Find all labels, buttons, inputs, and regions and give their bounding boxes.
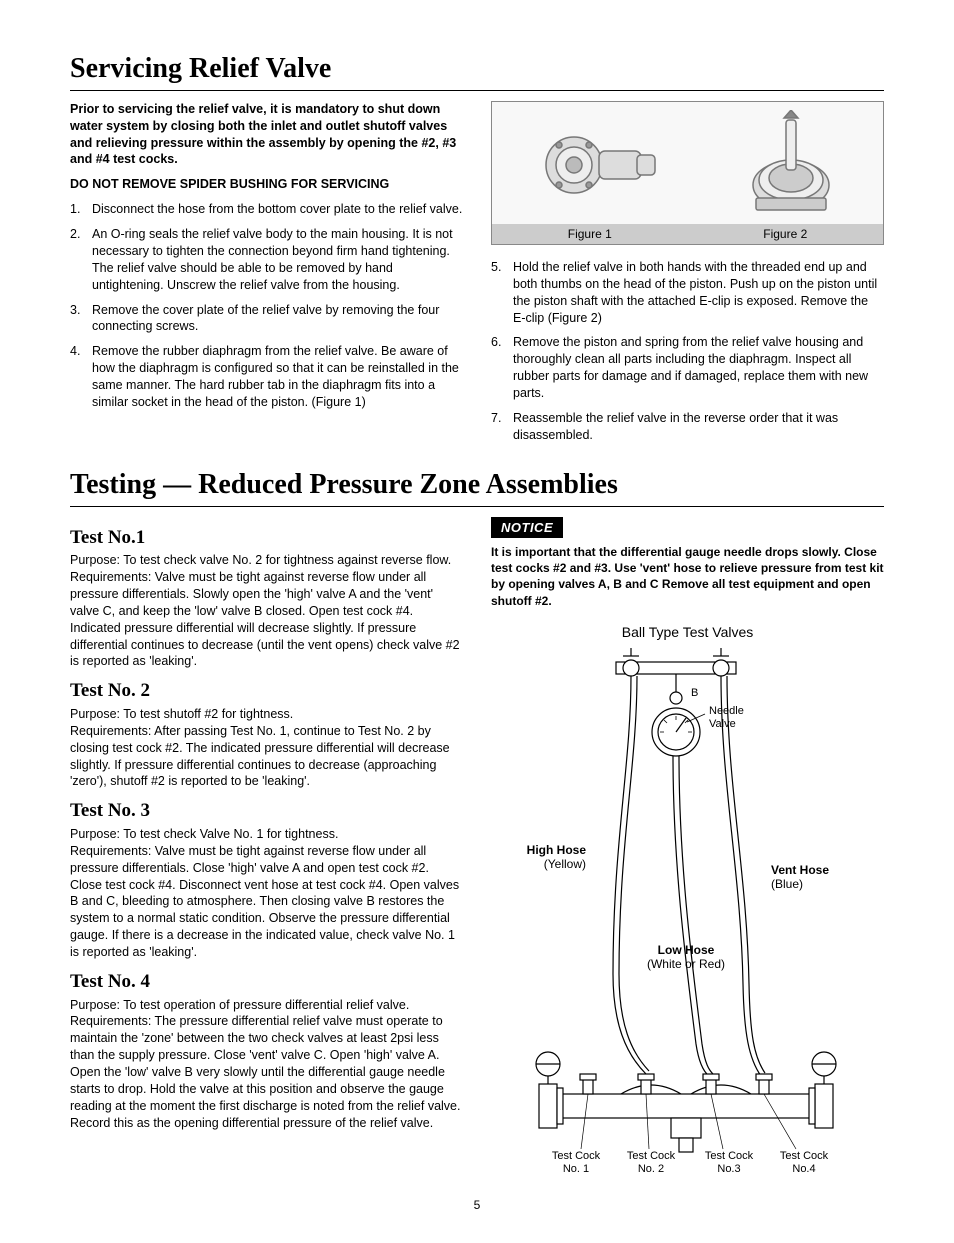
- section1-title: Servicing Relief Valve: [70, 50, 884, 91]
- section1-intro: Prior to servicing the relief valve, it …: [70, 101, 463, 169]
- diagram-label-b: B: [691, 687, 698, 699]
- tests-column: Test No.1 Purpose: To test check valve N…: [70, 517, 463, 1179]
- tc4-num: No.4: [792, 1163, 815, 1174]
- figure-box: Figure 1 Figure 2: [491, 101, 884, 245]
- step-1: 1.Disconnect the hose from the bottom co…: [70, 201, 463, 218]
- figure-2-illustration: [736, 110, 846, 220]
- step-number: 7.: [491, 410, 513, 444]
- step-number: 3.: [70, 302, 92, 336]
- tc4-label: Test Cock: [780, 1150, 829, 1162]
- figure-row: [500, 110, 875, 220]
- step-text: Hold the relief valve in both hands with…: [513, 259, 884, 327]
- notice-text: It is important that the differential ga…: [491, 544, 884, 609]
- test-3-requirements: Requirements: Valve must be tight agains…: [70, 843, 463, 961]
- test-2: Test No. 2 Purpose: To test shutoff #2 f…: [70, 678, 463, 790]
- diagram-title: Ball Type Test Valves: [491, 623, 884, 642]
- step-text: Reassemble the relief valve in the rever…: [513, 410, 884, 444]
- figure-2-caption: Figure 2: [688, 224, 884, 244]
- test-1: Test No.1 Purpose: To test check valve N…: [70, 525, 463, 671]
- tc2-num: No. 2: [638, 1163, 664, 1174]
- figure-1-caption: Figure 1: [492, 224, 688, 244]
- page-number: 5: [70, 1197, 884, 1213]
- tc1-label: Test Cock: [552, 1150, 601, 1162]
- test-4: Test No. 4 Purpose: To test operation of…: [70, 969, 463, 1132]
- test-1-purpose: Purpose: To test check valve No. 2 for t…: [70, 552, 463, 569]
- step-3: 3.Remove the cover plate of the relief v…: [70, 302, 463, 336]
- diagram-valve-label: Valve: [709, 718, 736, 730]
- notice-diagram-column: NOTICE It is important that the differen…: [491, 517, 884, 1179]
- test-4-requirements: Requirements: The pressure differential …: [70, 1013, 463, 1131]
- test-1-requirements: Requirements: Valve must be tight agains…: [70, 569, 463, 670]
- step-text: Remove the rubber diaphragm from the rel…: [92, 343, 463, 411]
- step-text: Remove the piston and spring from the re…: [513, 334, 884, 402]
- low-hose-color: (White or Red): [647, 957, 725, 971]
- test-3-heading: Test No. 3: [70, 798, 463, 824]
- figure-captions: Figure 1 Figure 2: [492, 224, 883, 244]
- section2-columns: Test No.1 Purpose: To test check valve N…: [70, 517, 884, 1179]
- test-2-purpose: Purpose: To test shutoff #2 for tightnes…: [70, 706, 463, 723]
- tc3-num: No.3: [717, 1163, 740, 1174]
- step-2: 2.An O-ring seals the relief valve body …: [70, 226, 463, 294]
- tc1-num: No. 1: [563, 1163, 589, 1174]
- section2-title: Testing — Reduced Pressure Zone Assembli…: [70, 466, 884, 507]
- step-5: 5.Hold the relief valve in both hands wi…: [491, 259, 884, 327]
- vent-hose-label: Vent Hose: [771, 863, 829, 877]
- tc3-label: Test Cock: [705, 1150, 754, 1162]
- step-text: Disconnect the hose from the bottom cove…: [92, 201, 463, 218]
- step-4: 4.Remove the rubber diaphragm from the r…: [70, 343, 463, 411]
- diagram-label-a: A: [627, 644, 636, 647]
- high-hose-color: (Yellow): [544, 857, 586, 871]
- step-number: 1.: [70, 201, 92, 218]
- test-3: Test No. 3 Purpose: To test check Valve …: [70, 798, 463, 961]
- notice-label: NOTICE: [491, 517, 563, 539]
- test-2-requirements: Requirements: After passing Test No. 1, …: [70, 723, 463, 791]
- diagram-label-c: C: [716, 644, 725, 647]
- section1-columns: Prior to servicing the relief valve, it …: [70, 101, 884, 452]
- step-text: Remove the cover plate of the relief val…: [92, 302, 463, 336]
- vent-hose-color: (Blue): [771, 877, 803, 891]
- section1-left-list: 1.Disconnect the hose from the bottom co…: [70, 201, 463, 411]
- test-valve-diagram: A C B Needle Valve High Hose (Yellow) Ve…: [491, 644, 881, 1174]
- high-hose-label: High Hose: [527, 843, 587, 857]
- step-number: 6.: [491, 334, 513, 402]
- step-number: 4.: [70, 343, 92, 411]
- section1-right-list: 5.Hold the relief valve in both hands wi…: [491, 259, 884, 444]
- step-text: An O-ring seals the relief valve body to…: [92, 226, 463, 294]
- test-4-purpose: Purpose: To test operation of pressure d…: [70, 997, 463, 1014]
- section1-left: Prior to servicing the relief valve, it …: [70, 101, 463, 452]
- step-number: 5.: [491, 259, 513, 327]
- test-2-heading: Test No. 2: [70, 678, 463, 704]
- tc2-label: Test Cock: [627, 1150, 676, 1162]
- section1-warning: DO NOT REMOVE SPIDER BUSHING FOR SERVICI…: [70, 176, 463, 193]
- test-3-purpose: Purpose: To test check Valve No. 1 for t…: [70, 826, 463, 843]
- test-1-heading: Test No.1: [70, 525, 463, 551]
- step-6: 6.Remove the piston and spring from the …: [491, 334, 884, 402]
- low-hose-label: Low Hose: [658, 943, 715, 957]
- step-7: 7.Reassemble the relief valve in the rev…: [491, 410, 884, 444]
- figure-1-illustration: [529, 115, 679, 215]
- section1-right: Figure 1 Figure 2 5.Hold the relief valv…: [491, 101, 884, 452]
- diagram-needle-label: Needle: [709, 705, 744, 717]
- test-4-heading: Test No. 4: [70, 969, 463, 995]
- step-number: 2.: [70, 226, 92, 294]
